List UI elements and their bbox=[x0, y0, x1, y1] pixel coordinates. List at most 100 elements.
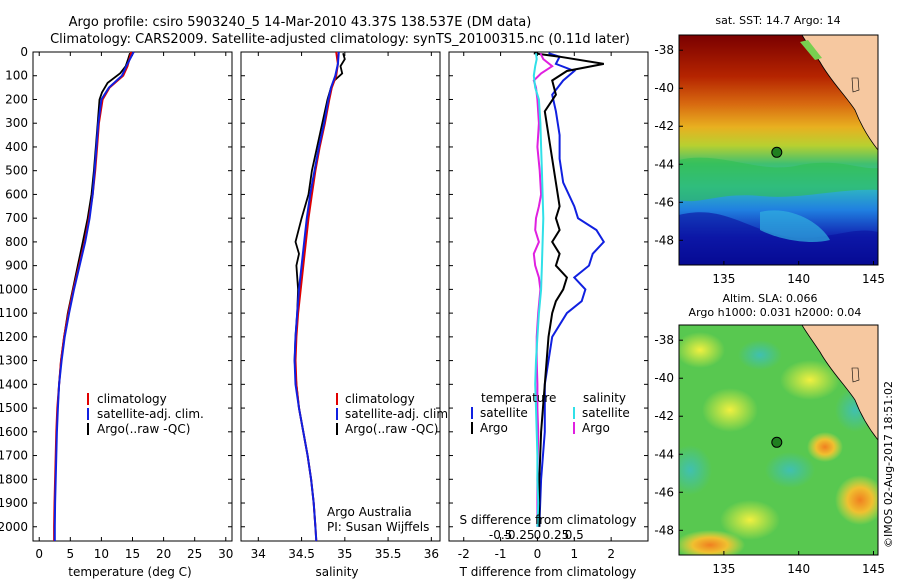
kangaroo-island bbox=[851, 77, 860, 93]
sst-field bbox=[679, 35, 878, 265]
legend-label-t-satellite: satellite bbox=[480, 406, 528, 420]
lat-tick-label: -48 bbox=[654, 233, 674, 247]
kangaroo-island bbox=[851, 367, 860, 383]
lat-tick-label: -46 bbox=[654, 195, 674, 209]
coastal-green bbox=[800, 40, 822, 60]
x-tick-label: 34 bbox=[251, 547, 266, 561]
lat-tick-label: -42 bbox=[654, 409, 674, 423]
difference-panel: -2 -1 0 1 2 -0.5-0.25 0 0.250.5 S difference f… bbox=[448, 51, 649, 579]
salinity-xlabel: salinity bbox=[315, 565, 358, 579]
legend-label-satellite: satellite-adj. clim. bbox=[97, 407, 204, 421]
legend-label-satellite: satellite-adj. clim. bbox=[345, 407, 452, 421]
sst-map-frame bbox=[678, 34, 879, 266]
x-tick-label: 20 bbox=[156, 547, 171, 561]
y-tick-label: 1500 bbox=[0, 401, 28, 415]
x-tick-label: 36 bbox=[424, 547, 439, 561]
difference-legend: temperature salinity satellite Argo sate… bbox=[471, 391, 630, 435]
annotation-line2: PI: Susan Wijffels bbox=[327, 520, 429, 534]
x-tick-label: 2 bbox=[607, 547, 615, 561]
figure-title-line1: Argo profile: csiro 5903240_5 14-Mar-201… bbox=[69, 15, 532, 30]
temperature-profiles bbox=[53, 51, 135, 541]
sst-map-axes: 135 140 145 -38 -40 -42 -44 -46 -48 bbox=[654, 43, 885, 286]
legend-label-argo: Argo(..raw -QC) bbox=[97, 422, 190, 436]
difference-profiles bbox=[532, 52, 606, 527]
difference-xlabel: T difference from climatology bbox=[459, 565, 637, 579]
y-tick-label: 2000 bbox=[0, 520, 28, 534]
y-tick-label: 0 bbox=[20, 45, 28, 59]
y-tick-label: 1900 bbox=[0, 496, 28, 510]
profile-location-marker bbox=[771, 436, 783, 448]
salinity-axes bbox=[240, 51, 441, 542]
s-tick-label: 0 bbox=[534, 528, 542, 542]
lon-tick-label: 135 bbox=[712, 272, 735, 286]
legend-label-argo: Argo(..raw -QC) bbox=[345, 422, 438, 436]
y-tick-label: 1100 bbox=[0, 306, 28, 320]
salinity-panel: 34 34.5 35 35.5 36 salinity climatology sate… bbox=[240, 51, 452, 579]
lon-tick-label: 140 bbox=[787, 272, 810, 286]
legend-label-t-argo: Argo bbox=[480, 421, 508, 435]
temperature-panel: 0100200300400500600700800900100011001200… bbox=[0, 45, 233, 579]
legend-label-s-argo: Argo bbox=[582, 421, 610, 435]
x-tick-label: -2 bbox=[458, 547, 470, 561]
lat-tick-label: -46 bbox=[654, 485, 674, 499]
series-t-argo bbox=[533, 52, 604, 527]
series-t-satellite bbox=[538, 52, 606, 527]
profile-location-marker bbox=[771, 146, 783, 158]
x-tick-label: -1 bbox=[495, 547, 507, 561]
difference-axes bbox=[448, 51, 649, 542]
s-tick-label: 0.25 bbox=[543, 528, 570, 542]
lat-tick-label: -38 bbox=[654, 333, 674, 347]
lat-tick-label: -44 bbox=[654, 447, 674, 461]
sla-map-title1: Altim. SLA: 0.066 bbox=[722, 292, 817, 305]
y-tick-label: 800 bbox=[5, 235, 28, 249]
s-tick-label: 0.5 bbox=[565, 528, 584, 542]
temperature-x-axis: 0 5 10 15 20 25 30 bbox=[35, 52, 233, 561]
lat-tick-label: -40 bbox=[654, 371, 674, 385]
lat-tick-label: -44 bbox=[654, 157, 674, 171]
annotation-line1: Argo Australia bbox=[327, 505, 412, 519]
salinity-profiles bbox=[293, 51, 346, 542]
x-tick-label: 10 bbox=[94, 547, 109, 561]
legend-title-salinity: salinity bbox=[583, 391, 626, 405]
figure-title-line2: Climatology: CARS2009. Satellite-adjuste… bbox=[50, 32, 630, 47]
x-tick-label: 25 bbox=[187, 547, 202, 561]
y-tick-label: 1200 bbox=[0, 330, 28, 344]
difference-depth-ticks bbox=[449, 51, 648, 528]
lat-tick-label: -38 bbox=[654, 43, 674, 57]
y-tick-label: 1000 bbox=[0, 282, 28, 296]
legend-label-climatology: climatology bbox=[97, 392, 167, 406]
lon-tick-label: 140 bbox=[787, 562, 810, 576]
y-tick-label: 200 bbox=[5, 92, 28, 106]
lat-tick-label: -42 bbox=[654, 119, 674, 133]
sla-map-frame bbox=[678, 324, 879, 556]
x-tick-label: 35 bbox=[337, 547, 352, 561]
lat-tick-label: -48 bbox=[654, 523, 674, 537]
s-tick-label: -0.25 bbox=[503, 528, 534, 542]
x-tick-label: 30 bbox=[218, 547, 233, 561]
sst-map-title: sat. SST: 14.7 Argo: 14 bbox=[715, 14, 840, 27]
y-tick-label: 100 bbox=[5, 69, 28, 83]
sla-map: Altim. SLA: 0.066 Argo h1000: 0.031 h200… bbox=[654, 292, 885, 576]
y-tick-label: 1300 bbox=[0, 354, 28, 368]
salinity-x-axis: 34 34.5 35 35.5 36 bbox=[251, 52, 439, 561]
y-tick-label: 300 bbox=[5, 116, 28, 130]
temperature-legend: climatology satellite-adj. clim. Argo(..… bbox=[87, 392, 204, 436]
s-tick-label: -0.5 bbox=[489, 528, 512, 542]
y-tick-label: 900 bbox=[5, 259, 28, 273]
series-satellite-adj-clim- bbox=[293, 51, 340, 542]
lat-tick-label: -40 bbox=[654, 81, 674, 95]
sla-map-title2: Argo h1000: 0.031 h2000: 0.04 bbox=[689, 306, 862, 319]
x-tick-label: 1 bbox=[570, 547, 578, 561]
y-tick-label: 1800 bbox=[0, 472, 28, 486]
series-s-satellite bbox=[532, 53, 545, 527]
copyright-stamp: ©IMOS 02-Aug-2017 18:51:02 bbox=[882, 381, 895, 548]
x-tick-label: 0 bbox=[35, 547, 43, 561]
lon-tick-label: 135 bbox=[712, 562, 735, 576]
y-tick-label: 600 bbox=[5, 187, 28, 201]
legend-title-temperature: temperature bbox=[481, 391, 556, 405]
difference-x-axis: -2 -1 0 1 2 bbox=[458, 52, 615, 561]
sst-map: sat. SST: 14.7 Argo: 14 135 140 145 -38 -40 -… bbox=[654, 14, 885, 286]
legend-label-s-satellite: satellite bbox=[582, 406, 630, 420]
x-tick-label: 0 bbox=[534, 547, 542, 561]
